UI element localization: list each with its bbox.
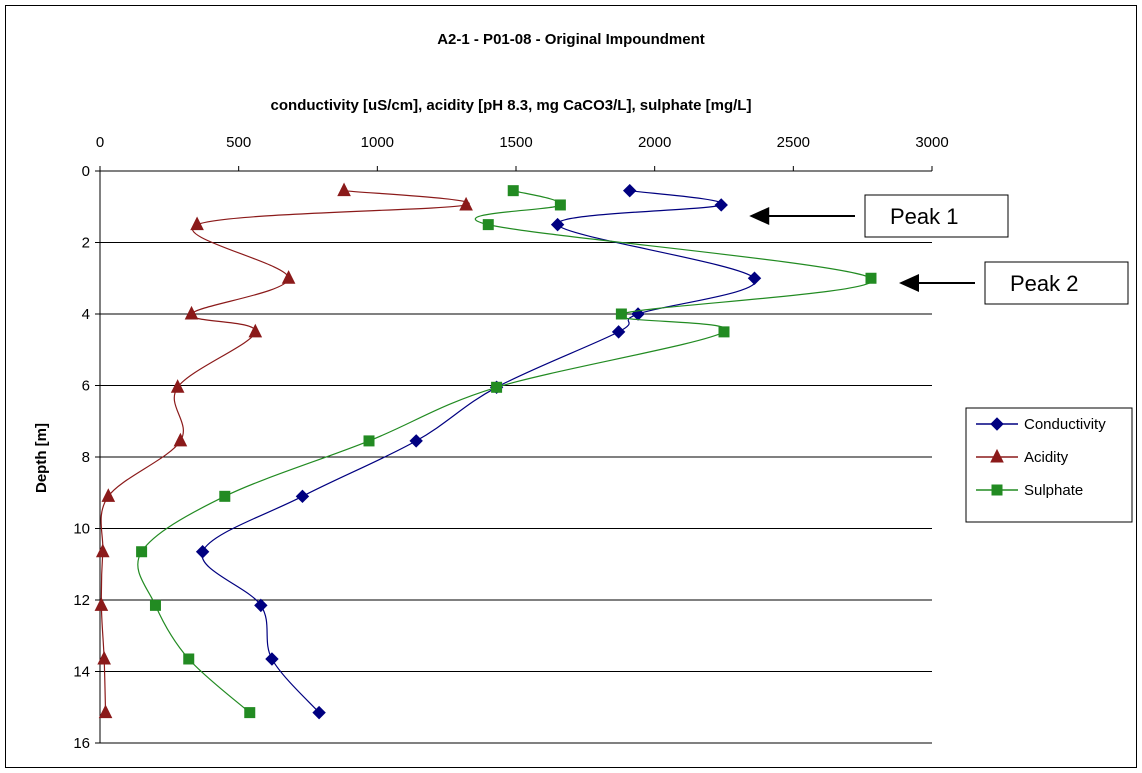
annotations: Peak 1 Peak 2 (749, 194, 1129, 305)
conductivity-point (747, 271, 762, 285)
sulphate-point (554, 199, 566, 211)
acidity-point (97, 650, 111, 665)
legend-label: Conductivity (1024, 416, 1106, 433)
acidity-point (184, 305, 199, 320)
x-tick-label: 3000 (915, 134, 948, 151)
conductivity-point (312, 705, 326, 720)
callout-arrow-head (749, 207, 770, 225)
y-axis-title: Depth [m] (33, 423, 50, 493)
y-tick-label: 16 (73, 735, 90, 752)
series-conductivity (195, 183, 762, 720)
callout-box (864, 194, 1009, 238)
legend-swatch-marker (990, 448, 1004, 463)
sulphate-point (244, 707, 256, 719)
y-tick-label: 14 (73, 664, 90, 681)
sulphate-point (363, 435, 375, 447)
acidity-point (459, 196, 473, 211)
conductivity-point (550, 217, 565, 232)
series-acidity (94, 182, 473, 719)
acidity-line (100, 190, 470, 713)
sulphate-point (183, 653, 195, 665)
sulphate-point (718, 326, 730, 338)
callout-peak-2: Peak 2 (898, 261, 1129, 305)
sulphate-point (482, 219, 494, 231)
conductivity-point (265, 652, 279, 666)
y-tick-label: 4 (82, 306, 90, 323)
y-tick-label: 12 (73, 592, 90, 609)
callout-arrow-head (898, 274, 919, 292)
legend-entry-sulphate: Sulphate (976, 482, 1083, 499)
y-tick-label: 6 (82, 378, 90, 395)
x-tick-label: 2000 (638, 134, 671, 151)
sulphate-point (219, 490, 231, 502)
y-tick-label: 10 (73, 521, 90, 538)
x-tick-label: 500 (226, 134, 251, 151)
acidity-point (101, 488, 116, 502)
y-tick-label: 8 (82, 449, 90, 466)
legend-label: Acidity (1024, 449, 1069, 466)
x-tick-label: 2500 (777, 134, 810, 151)
conductivity-point (611, 325, 626, 339)
conductivity-point (295, 489, 310, 504)
callout-label: Peak 2 (1010, 271, 1079, 296)
chart-frame (5, 5, 1137, 768)
y-tick-label: 2 (82, 235, 90, 252)
acidity-point (170, 379, 185, 393)
callout-peak-1: Peak 1 (749, 194, 1009, 238)
acidity-point (98, 704, 113, 719)
legend-entry-conductivity: Conductivity (976, 416, 1106, 433)
legend: Conductivity Acidity Sulphate (965, 407, 1133, 523)
x-tick-label: 1500 (499, 134, 532, 151)
sulphate-point (149, 599, 161, 611)
acidity-point (337, 182, 351, 197)
x-tick-label: 0 (96, 134, 104, 151)
series-layer (94, 182, 877, 720)
sulphate-line (137, 190, 873, 714)
chart-title: A2-1 - P01-08 - Original Impoundment (437, 31, 705, 48)
gridlines (100, 242, 932, 744)
conductivity-point (631, 307, 645, 321)
legend-swatch-marker (991, 484, 1003, 496)
conductivity-point (409, 434, 423, 448)
legend-swatch-marker (990, 417, 1004, 431)
callout-box (984, 261, 1129, 305)
sulphate-point (865, 272, 877, 284)
sulphate-point (491, 381, 503, 393)
sulphate-point (507, 185, 519, 197)
acidity-point (95, 543, 110, 558)
conductivity-point (714, 198, 728, 212)
x-axis-title: conductivity [uS/cm], acidity [pH 8.3, m… (271, 97, 752, 114)
sulphate-point (615, 308, 627, 320)
legend-label: Sulphate (1024, 482, 1083, 499)
axes: 0 500 1000 1500 2000 2500 3000 0 2 4 6 8 10 12 14 16 (73, 134, 948, 752)
series-sulphate (136, 185, 877, 719)
y-tick-label: 0 (82, 163, 90, 180)
acidity-point (281, 270, 296, 284)
callout-label: Peak 1 (890, 204, 959, 229)
conductivity-point (622, 183, 637, 198)
acidity-point (190, 216, 204, 231)
x-tick-label: 1000 (361, 134, 394, 151)
conductivity-point (195, 545, 210, 559)
sulphate-point (136, 546, 148, 558)
conductivity-point (254, 598, 268, 613)
acidity-point (248, 323, 263, 338)
acidity-point (94, 597, 109, 611)
acidity-point (173, 432, 188, 447)
conductivity-line (201, 190, 757, 714)
legend-entry-acidity: Acidity (976, 448, 1069, 466)
